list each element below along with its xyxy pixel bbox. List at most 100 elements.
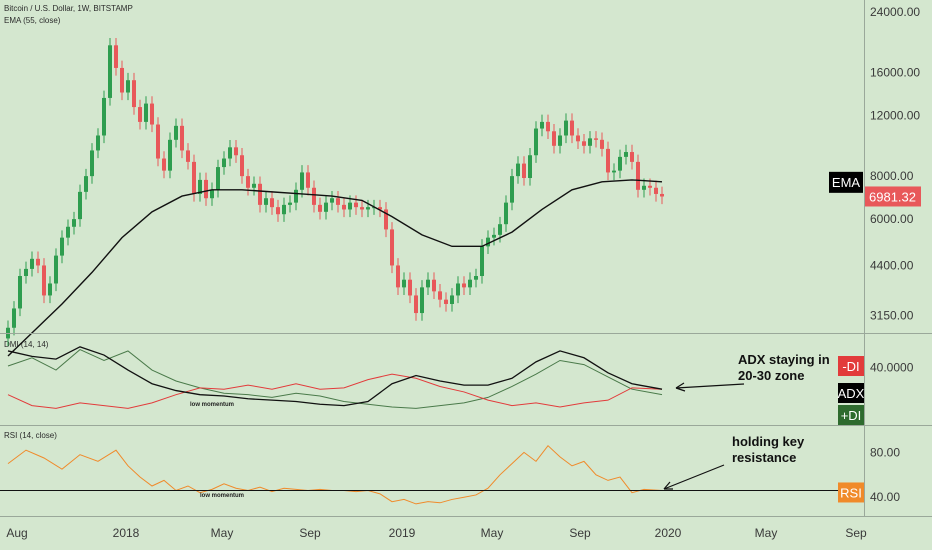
candle-body bbox=[528, 155, 532, 179]
candle-body bbox=[138, 107, 142, 122]
candle-body bbox=[282, 204, 286, 215]
candle-body bbox=[258, 183, 262, 205]
candle-body bbox=[252, 183, 256, 188]
time-tick-label: Sep bbox=[569, 526, 591, 540]
candle-body bbox=[114, 45, 118, 68]
candle-body bbox=[306, 172, 310, 188]
candle-body bbox=[510, 176, 514, 203]
candle-body bbox=[42, 265, 46, 296]
ema-legend: EMA (55, close) bbox=[4, 16, 61, 25]
candle-body bbox=[294, 189, 298, 203]
candle-body bbox=[540, 121, 544, 129]
time-tick-label: May bbox=[755, 526, 778, 540]
candle-body bbox=[234, 147, 238, 156]
candle-body bbox=[180, 125, 184, 151]
candle-body bbox=[288, 202, 292, 205]
price-tick-label: 3150.00 bbox=[870, 308, 914, 322]
candle-body bbox=[102, 97, 106, 136]
time-tick-label: May bbox=[481, 526, 504, 540]
candle-body bbox=[192, 161, 196, 194]
candle-body bbox=[438, 291, 442, 300]
candle-body bbox=[630, 152, 634, 162]
candle-body bbox=[462, 283, 466, 288]
rsi-note-line-1: holding key bbox=[732, 434, 805, 449]
candle-body bbox=[48, 283, 52, 296]
time-tick-label: 2020 bbox=[655, 526, 682, 540]
candle-body bbox=[516, 163, 520, 177]
candle-body bbox=[186, 150, 190, 162]
dmi-tag-label: ADX bbox=[838, 386, 865, 401]
candle-body bbox=[210, 189, 214, 199]
candle-body bbox=[576, 135, 580, 142]
candle-body bbox=[150, 103, 154, 125]
candle-body bbox=[168, 139, 172, 171]
candle-body bbox=[54, 255, 58, 284]
price-tick-label: 8000.00 bbox=[870, 169, 914, 183]
rsi-legend: RSI (14, close) bbox=[4, 431, 57, 440]
candle-body bbox=[84, 176, 88, 192]
candle-body bbox=[492, 234, 496, 238]
dmi-low-momentum-label: low momentum bbox=[190, 402, 234, 408]
candle-body bbox=[582, 141, 586, 146]
candle-body bbox=[468, 279, 472, 288]
candle-body bbox=[108, 45, 112, 98]
candle-body bbox=[474, 276, 478, 280]
dmi-line-minusdi bbox=[7, 373, 663, 409]
candle-body bbox=[312, 187, 316, 205]
candle-body bbox=[618, 156, 622, 171]
candle-body bbox=[408, 279, 412, 296]
candle-body bbox=[594, 138, 598, 140]
candle-body bbox=[504, 202, 508, 225]
ema-tag-label: EMA bbox=[832, 175, 861, 190]
dmi-note-arrow bbox=[675, 383, 745, 389]
candle-body bbox=[456, 283, 460, 296]
candle-body bbox=[624, 152, 628, 157]
candle-body bbox=[342, 204, 346, 210]
rsi-note-arrowhead bbox=[663, 481, 673, 490]
candle-body bbox=[240, 155, 244, 177]
candle-body bbox=[654, 187, 658, 194]
candle-body bbox=[648, 185, 652, 188]
candle-body bbox=[402, 279, 406, 288]
time-tick-label: 2018 bbox=[113, 526, 140, 540]
candle-body bbox=[12, 308, 16, 328]
candle-body bbox=[72, 219, 76, 227]
candle-body bbox=[522, 163, 526, 179]
candle-body bbox=[96, 135, 100, 151]
candle-body bbox=[552, 131, 556, 146]
candle-body bbox=[546, 121, 550, 132]
candle-body bbox=[270, 198, 274, 208]
rsi-tag-label: RSI bbox=[840, 485, 862, 500]
candle-body bbox=[384, 209, 388, 230]
rsi-note-line-2: resistance bbox=[732, 450, 796, 465]
dmi-note-line-2: 20-30 zone bbox=[738, 368, 804, 383]
symbol-title: Bitcoin / U.S. Dollar, 1W, BITSTAMP bbox=[4, 4, 133, 13]
candle-body bbox=[276, 207, 280, 215]
candle-body bbox=[432, 279, 436, 292]
candle-body bbox=[354, 202, 358, 208]
rsi-low-momentum-label: low momentum bbox=[200, 493, 244, 499]
candle-body bbox=[366, 207, 370, 210]
candle-body bbox=[216, 167, 220, 190]
candle-body bbox=[558, 135, 562, 146]
last-price-tag bbox=[865, 186, 921, 207]
candle-body bbox=[486, 237, 490, 247]
candle-body bbox=[36, 258, 40, 266]
rsi-tag bbox=[838, 482, 864, 503]
candle-body bbox=[414, 295, 418, 314]
candle-body bbox=[246, 176, 250, 188]
candle-body bbox=[612, 170, 616, 173]
candle-body bbox=[66, 226, 70, 238]
price-tick-label: 24000.00 bbox=[870, 5, 920, 19]
price-tick-label: 12000.00 bbox=[870, 109, 920, 123]
candle-body bbox=[78, 191, 82, 220]
candle-body bbox=[204, 179, 208, 199]
candle-body bbox=[336, 198, 340, 205]
price-tick-label: 6000.00 bbox=[870, 212, 914, 226]
time-tick-label: 2019 bbox=[389, 526, 416, 540]
dmi-tag-label: -DI bbox=[842, 359, 859, 374]
candle-body bbox=[588, 138, 592, 146]
candle-body bbox=[360, 207, 364, 210]
candle-body bbox=[660, 193, 664, 197]
